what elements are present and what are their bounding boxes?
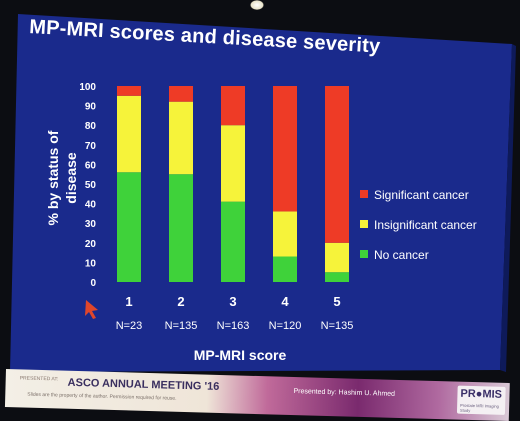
bar-segment xyxy=(117,95,141,173)
x-sample-size-label: N=135 xyxy=(165,320,198,332)
bar-segment xyxy=(169,86,193,102)
stage-light xyxy=(250,0,264,10)
x-sample-size-label: N=120 xyxy=(269,320,302,332)
bar-segment xyxy=(325,242,349,273)
bar-segment xyxy=(325,86,349,243)
legend-label: Significant cancer xyxy=(374,188,469,202)
bar-segment xyxy=(221,125,245,202)
y-tick-label: 100 xyxy=(79,82,96,93)
bar-segment xyxy=(169,101,193,175)
promis-logo-subtitle: Prostate MRI Imaging Study xyxy=(459,402,499,413)
x-sample-size-label: N=135 xyxy=(321,320,354,332)
y-tick-label: 90 xyxy=(85,102,97,113)
bar-segment xyxy=(273,256,297,282)
x-tick-label: 2 xyxy=(177,294,184,309)
meeting-name: ASCO ANNUAL MEETING '16 xyxy=(67,376,220,393)
legend-swatch xyxy=(360,220,368,228)
bar-segment xyxy=(117,86,141,96)
x-tick-label: 4 xyxy=(281,294,289,309)
bar-segment xyxy=(221,86,245,126)
footer-org-label: PRESENTED AT: xyxy=(19,375,59,383)
legend-label: Insignificant cancer xyxy=(374,218,477,232)
plot-area: 0 10 20 30 40 50 60 70 80 90 100 1 N=23 2 N=135 3 N=163 4… xyxy=(45,82,477,363)
x-axis-title: MP-MRI score xyxy=(194,347,287,363)
promis-logo: PR●MIS Prostate MRI Imaging Study xyxy=(456,385,506,415)
x-tick-label: 3 xyxy=(229,294,236,309)
legend-swatch xyxy=(360,250,368,258)
y-tick-label: 40 xyxy=(85,200,97,211)
x-sample-size-label: N=163 xyxy=(217,320,250,332)
x-sample-size-label: N=23 xyxy=(116,320,143,332)
bar-segment xyxy=(325,272,349,282)
bar-segment xyxy=(221,201,245,282)
bar-segment xyxy=(169,174,193,282)
y-axis-title: % by status of disease xyxy=(45,130,79,225)
y-tick-label: 0 xyxy=(90,278,96,289)
y-tick-label: 10 xyxy=(85,258,97,269)
promis-logo-text: PR●MIS xyxy=(460,387,503,401)
legend-label: No cancer xyxy=(374,248,429,262)
y-tick-label: 20 xyxy=(85,239,97,250)
y-tick-label: 30 xyxy=(85,219,97,230)
pointer-cursor-icon xyxy=(85,300,98,319)
slide-shadow-edge xyxy=(500,44,516,372)
footer-disclaimer: Slides are the property of the author. P… xyxy=(27,391,177,402)
x-tick-label: 5 xyxy=(333,294,340,309)
presentation-screen: 0 10 20 30 40 50 60 70 80 90 100 1 N=23 2 N=135 3 N=163 4… xyxy=(4,0,516,421)
y-tick-label: 80 xyxy=(85,121,97,132)
presenter-credit: Presented by: Hashim U. Ahmed xyxy=(293,388,396,398)
y-tick-label: 70 xyxy=(85,141,97,152)
slide-chart: 0 10 20 30 40 50 60 70 80 90 100 1 N=23 2 N=135 3 N=163 4… xyxy=(10,14,516,372)
legend-swatch xyxy=(360,190,368,198)
bar-segment xyxy=(273,86,297,212)
y-tick-label: 50 xyxy=(85,180,97,191)
bar-segment xyxy=(273,211,297,257)
x-tick-label: 1 xyxy=(125,294,132,309)
bar-segment xyxy=(117,172,141,282)
y-tick-label: 60 xyxy=(85,160,97,171)
